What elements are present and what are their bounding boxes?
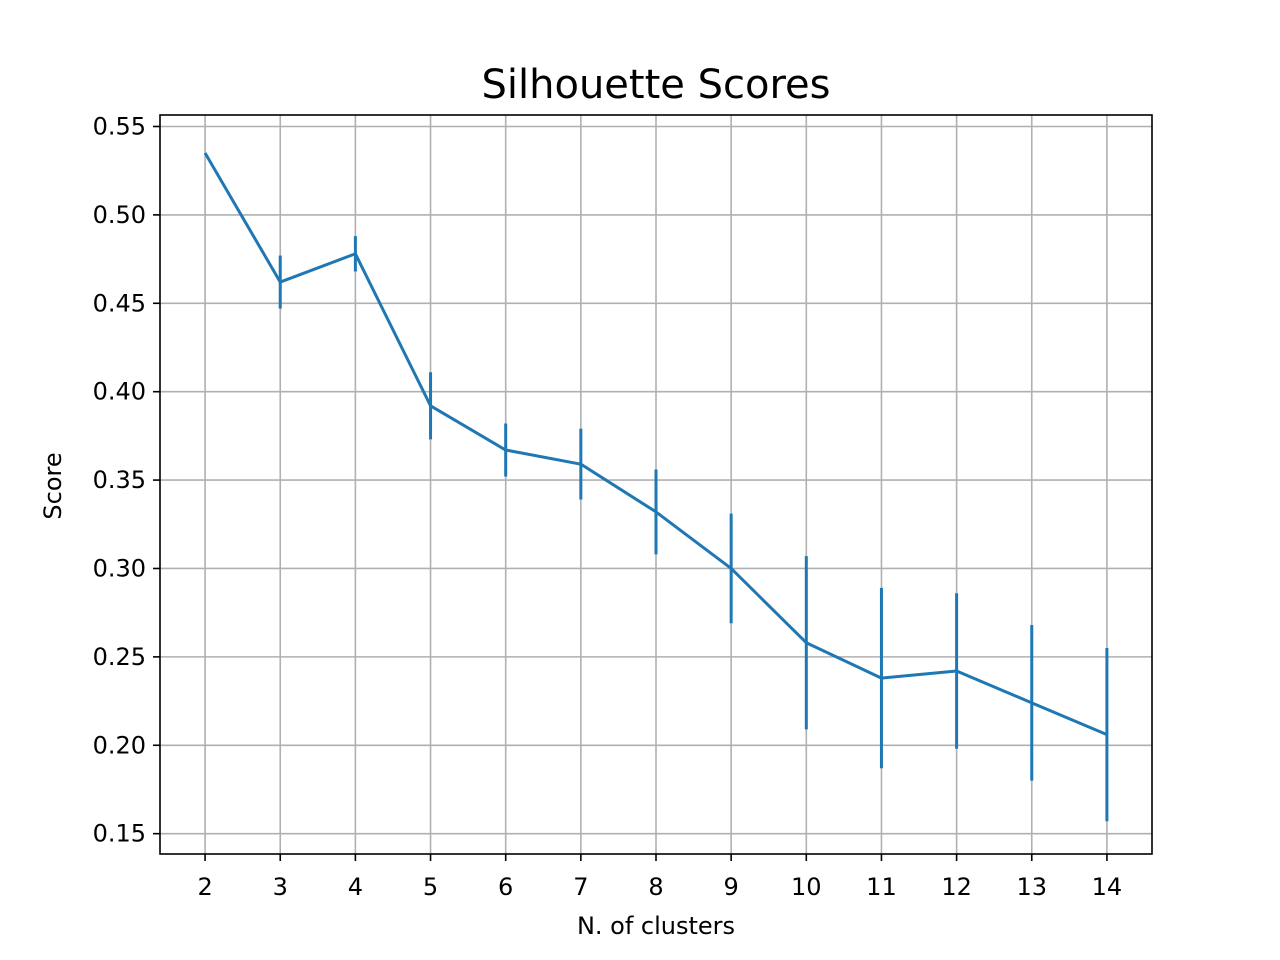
x-tick-label: 11 [866,873,897,901]
y-tick-label: 0.20 [93,731,146,759]
y-axis-label: Score [39,452,67,519]
series-layer [203,152,1109,822]
x-tick-label: 6 [498,873,513,901]
x-tick-label: 12 [941,873,972,901]
y-tick-label: 0.30 [93,554,146,582]
x-tick-label: 10 [791,873,822,901]
x-axis-ticks: 2 3 4 5 6 7 8 9 10 11 12 13 14 [197,854,1122,901]
data-series [203,152,1109,822]
x-tick-label: 9 [724,873,739,901]
x-tick-label: 14 [1092,873,1123,901]
y-tick-label: 0.25 [93,643,146,671]
x-tick-label: 4 [348,873,363,901]
y-tick-label: 0.15 [93,820,146,848]
x-tick-label: 8 [648,873,663,901]
x-tick-label: 5 [423,873,438,901]
x-tick-label: 7 [573,873,588,901]
x-tick-label: 3 [273,873,288,901]
y-tick-label: 0.45 [93,289,146,317]
y-tick-label: 0.55 [93,112,146,140]
chart-title: Silhouette Scores [482,62,831,108]
y-tick-label: 0.40 [93,378,146,406]
y-tick-label: 0.50 [93,201,146,229]
x-tick-label: 13 [1016,873,1047,901]
x-tick-label: 2 [197,873,212,901]
y-tick-label: 0.35 [93,466,146,494]
y-axis-ticks: 0.15 0.20 0.25 0.30 0.35 0.40 0.45 0.50 0.55 [93,112,160,848]
x-axis-label: N. of clusters [577,912,735,940]
